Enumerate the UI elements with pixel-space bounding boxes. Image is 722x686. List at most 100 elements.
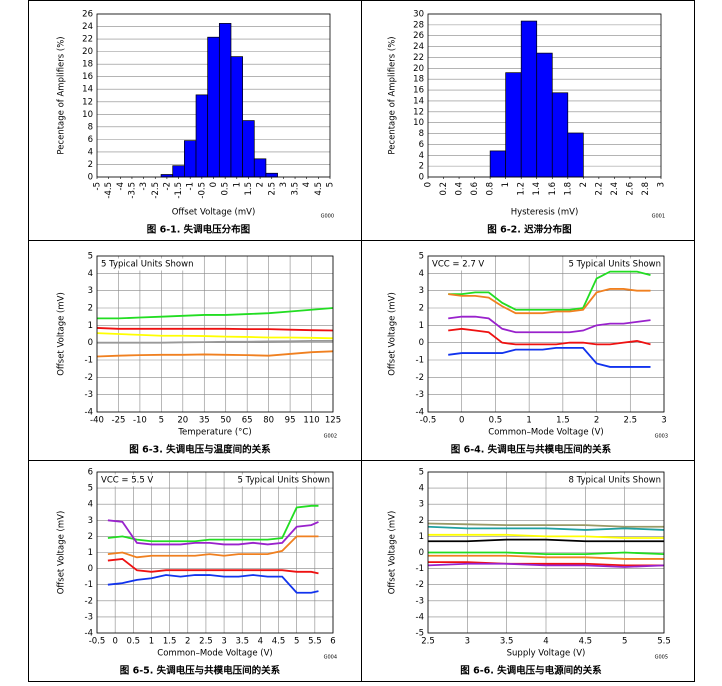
- x-tick-label: -2.5: [151, 182, 161, 199]
- bar: [265, 172, 278, 178]
- x-tick-label: 2: [256, 182, 266, 187]
- figure-code: G005: [655, 655, 668, 661]
- x-tick-label: -0.5: [197, 182, 207, 199]
- y-tick-label: -3: [85, 390, 93, 400]
- y-tick-label: -5: [416, 629, 424, 639]
- y-tick-label: 28: [413, 20, 424, 30]
- annotation: 8 Typical Units Shown: [569, 476, 661, 486]
- y-tick-label: 4: [419, 484, 424, 494]
- x-tick-label: 3.5: [500, 637, 514, 647]
- figure-caption: 图 6-5. 失调电压与共模电压间的关系: [120, 665, 281, 677]
- y-tick-label: 3: [419, 500, 424, 510]
- annotation: VCC = 5.5 V: [101, 476, 153, 486]
- y-tick-label: 4: [88, 500, 93, 510]
- y-tick-label: -4: [416, 408, 424, 418]
- x-tick-label: 2: [594, 416, 599, 426]
- annotation: 5 Typical Units Shown: [101, 260, 193, 270]
- x-tick-label: -10: [133, 416, 147, 426]
- x-tick-label: 20: [177, 416, 188, 426]
- plot-frame: [427, 255, 665, 413]
- y-tick-label: 16: [413, 86, 424, 96]
- y-tick-label: -1: [416, 356, 424, 366]
- y-tick-label: -1: [416, 564, 424, 574]
- y-tick-label: 30: [413, 10, 424, 20]
- x-tick-label: 5: [622, 637, 627, 647]
- series-line: [96, 327, 334, 332]
- x-tick-label: 2: [185, 637, 190, 647]
- x-axis-label: Common–Mode Voltage (V): [488, 428, 603, 438]
- y-tick-label: -4: [85, 629, 93, 639]
- x-tick-label: -0.5: [89, 637, 106, 647]
- x-tick-label: 1.5: [244, 182, 254, 196]
- y-tick-label: 24: [82, 22, 93, 32]
- x-tick-label: 1.4: [532, 182, 542, 196]
- figure-code: G003: [655, 434, 668, 440]
- x-tick-label: 1.6: [548, 182, 558, 196]
- y-tick-label: 6: [419, 140, 424, 150]
- series-line: [428, 551, 665, 556]
- x-tick-label: 1.5: [163, 637, 177, 647]
- plot-frame: [427, 471, 665, 634]
- x-tick-label: 0: [112, 637, 117, 647]
- y-tick-label: 6: [88, 135, 93, 145]
- y-axis-label: Offset Voltage (mV): [57, 292, 67, 376]
- y-tick-label: 20: [82, 47, 93, 57]
- annotation-bg: [99, 258, 196, 271]
- y-tick-label: 12: [413, 107, 424, 117]
- x-tick-label: 2.5: [199, 637, 213, 647]
- y-tick-label: 5: [88, 252, 93, 262]
- figure-caption: 图 6-4. 失调电压与共模电压间的关系: [451, 444, 612, 456]
- series-line: [428, 561, 664, 567]
- figure-caption: 图 6-1. 失调电压分布图: [147, 224, 250, 236]
- y-tick-label: 10: [413, 118, 424, 128]
- bar: [242, 120, 255, 178]
- bar: [253, 158, 267, 178]
- y-tick-label: 6: [88, 468, 93, 478]
- figure-code: G001: [652, 214, 665, 220]
- bar: [551, 92, 569, 178]
- x-tick-label: 5.5: [308, 637, 322, 647]
- y-tick-label: 5: [419, 468, 424, 478]
- x-tick-label: 5.5: [657, 637, 671, 647]
- x-tick-label: -4.5: [104, 182, 114, 199]
- plot-frame: [427, 13, 662, 178]
- x-tick-label: 1.8: [563, 182, 573, 196]
- x-tick-label: 2: [579, 182, 589, 187]
- y-tick-label: 0: [419, 173, 424, 183]
- x-tick-label: 4.5: [579, 637, 593, 647]
- x-tick-label: 0: [209, 182, 219, 187]
- y-tick-label: 18: [82, 60, 93, 70]
- series-line: [97, 340, 333, 344]
- series-line: [107, 535, 319, 559]
- x-tick-label: 3.5: [291, 182, 301, 196]
- figure-caption: 图 6-3. 失调电压与温度间的关系: [129, 444, 271, 456]
- series-line: [427, 562, 665, 568]
- annotation-bg: [430, 258, 487, 271]
- y-tick-label: -4: [416, 612, 424, 622]
- x-tick-label: 1: [526, 416, 531, 426]
- series-line: [96, 332, 334, 340]
- y-tick-label: 16: [82, 72, 93, 82]
- x-tick-label: 1: [149, 637, 154, 647]
- y-tick-label: 1: [88, 548, 93, 558]
- x-tick-label: 5: [326, 182, 336, 187]
- bar: [567, 132, 584, 178]
- bar: [184, 140, 197, 178]
- x-tick-label: 2.2: [594, 182, 604, 196]
- figure-code: G002: [324, 434, 337, 440]
- x-tick-label: 5: [159, 416, 164, 426]
- x-tick-label: 0.5: [489, 416, 503, 426]
- x-tick-label: 0.4: [455, 182, 465, 196]
- y-tick-label: 3: [88, 286, 93, 296]
- figure-caption: 图 6-6. 失调电压与电源间的关系: [460, 665, 602, 677]
- y-tick-label: 26: [413, 31, 424, 41]
- x-tick-label: 0.6: [470, 182, 480, 196]
- y-tick-label: 3: [88, 516, 93, 526]
- bar: [218, 23, 232, 178]
- y-tick-label: -1: [85, 580, 93, 590]
- plot-frame: [96, 13, 331, 178]
- bar: [520, 20, 538, 178]
- x-tick-label: 0.5: [127, 637, 141, 647]
- x-tick-label: -25: [112, 416, 126, 426]
